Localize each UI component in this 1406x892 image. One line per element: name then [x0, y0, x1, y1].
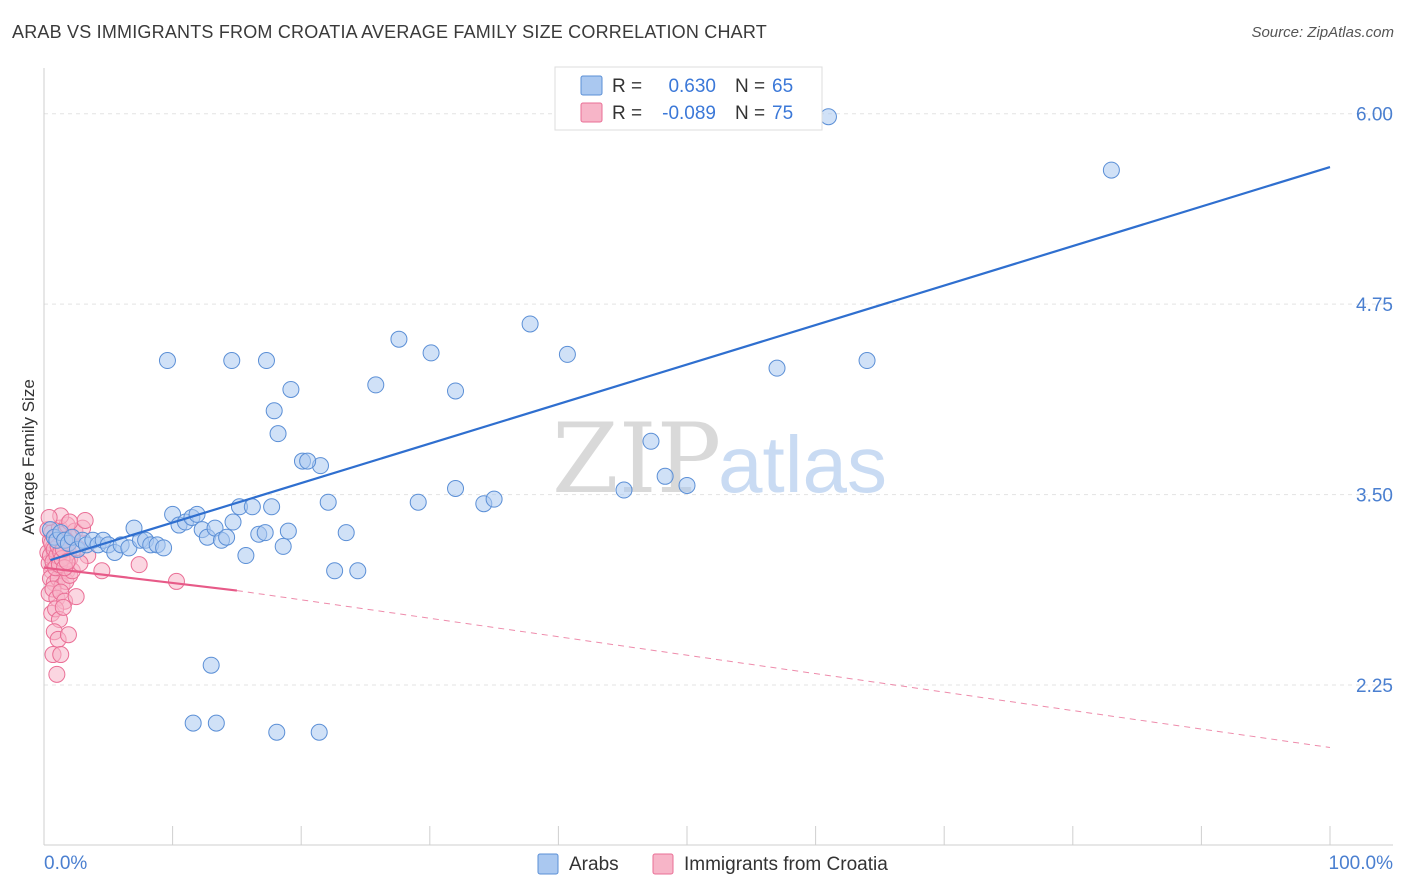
- point-arab: [310, 723, 328, 741]
- source-credit: Source: ZipAtlas.com: [1251, 24, 1394, 41]
- point-arab: [1102, 161, 1120, 179]
- watermark-zip: ZIP: [552, 403, 721, 515]
- y-tick-label: 4.75: [1356, 295, 1393, 316]
- point-arab: [390, 330, 408, 348]
- stats-legend: R = 0.630 N = 65 R = -0.089 N = 75: [554, 66, 823, 131]
- stats-n-label-2: N =: [735, 103, 765, 124]
- point-croatia: [67, 588, 85, 606]
- point-arab: [274, 537, 292, 555]
- legend-swatch-arabs: [537, 853, 559, 875]
- point-arab: [155, 539, 173, 557]
- y-tick-label: 2.25: [1356, 676, 1393, 697]
- point-arab: [326, 562, 344, 580]
- stats-r-label-1: R =: [612, 76, 642, 97]
- point-arab: [349, 562, 367, 580]
- stats-n-label-1: N =: [735, 76, 765, 97]
- trend-line-arabs: [50, 165, 1331, 562]
- axes: [43, 68, 1393, 846]
- x-axis-ticks: [43, 826, 1331, 845]
- y-axis-tick-labels: 2.25 3.50 4.75 6.00: [1356, 105, 1393, 697]
- point-croatia: [93, 562, 111, 580]
- stats-r-value-croatia: -0.089: [662, 103, 716, 124]
- point-croatia: [59, 626, 77, 644]
- point-arab: [265, 402, 283, 420]
- point-arab: [257, 352, 275, 370]
- point-croatia: [130, 556, 148, 574]
- point-arab: [521, 315, 539, 333]
- stats-n-value-arabs: 65: [772, 76, 793, 97]
- point-arab: [409, 493, 427, 511]
- point-arab: [256, 524, 274, 542]
- series-legend: Arabs Immigrants from Croatia: [537, 853, 888, 875]
- point-arab: [678, 476, 696, 494]
- stats-r-label-2: R =: [612, 103, 642, 124]
- point-croatia: [52, 646, 70, 664]
- point-arab: [207, 714, 225, 732]
- point-croatia: [76, 511, 94, 529]
- legend-label-arabs: Arabs: [569, 854, 619, 875]
- point-arab: [447, 382, 465, 400]
- point-arab: [319, 493, 337, 511]
- grid-lines: [44, 113, 1393, 686]
- point-croatia: [48, 665, 66, 683]
- watermark-atlas: atlas: [718, 420, 887, 509]
- chart-title: ARAB VS IMMIGRANTS FROM CROATIA AVERAGE …: [12, 22, 767, 42]
- legend-swatch-croatia: [652, 853, 674, 875]
- trend-line-croatia-extrapolated: [236, 590, 1331, 748]
- point-arab: [282, 380, 300, 398]
- point-arab: [184, 714, 202, 732]
- x-tick-label-min: 0.0%: [44, 853, 87, 874]
- point-arab: [263, 498, 281, 516]
- point-arab: [367, 376, 385, 394]
- point-arab: [218, 528, 236, 546]
- point-arab: [656, 467, 674, 485]
- stats-legend-swatch-croatia: [580, 102, 603, 123]
- y-tick-label: 6.00: [1356, 105, 1393, 126]
- point-croatia: [54, 598, 72, 616]
- point-arab: [858, 352, 876, 370]
- trend-line-croatia: [43, 566, 238, 592]
- point-arab: [642, 432, 660, 450]
- point-arab: [243, 498, 261, 516]
- point-arab: [202, 656, 220, 674]
- point-arab: [819, 108, 837, 126]
- legend-label-croatia: Immigrants from Croatia: [684, 854, 888, 875]
- point-arab: [299, 452, 317, 470]
- point-arab: [268, 723, 286, 741]
- stats-n-value-croatia: 75: [772, 103, 793, 124]
- point-arab: [447, 479, 465, 497]
- point-arab: [223, 352, 241, 370]
- point-arab: [768, 359, 786, 377]
- point-arab: [279, 522, 297, 540]
- point-arab: [422, 344, 440, 362]
- point-arab: [485, 490, 503, 508]
- trend-lines: [43, 165, 1331, 748]
- y-axis-title: Average Family Size: [19, 379, 38, 535]
- point-arab: [269, 425, 287, 443]
- point-arab: [615, 481, 633, 499]
- point-croatia: [167, 572, 185, 590]
- x-tick-label-max: 100.0%: [1329, 853, 1394, 874]
- point-arab: [158, 352, 176, 370]
- y-tick-label: 3.50: [1356, 486, 1393, 507]
- stats-legend-swatch-arabs: [580, 75, 603, 96]
- point-arab: [558, 345, 576, 363]
- stats-r-value-arabs: 0.630: [668, 76, 716, 97]
- series-arabs-points: [41, 108, 1120, 741]
- point-arab: [237, 547, 255, 565]
- point-arab: [224, 513, 242, 531]
- point-arab: [337, 524, 355, 542]
